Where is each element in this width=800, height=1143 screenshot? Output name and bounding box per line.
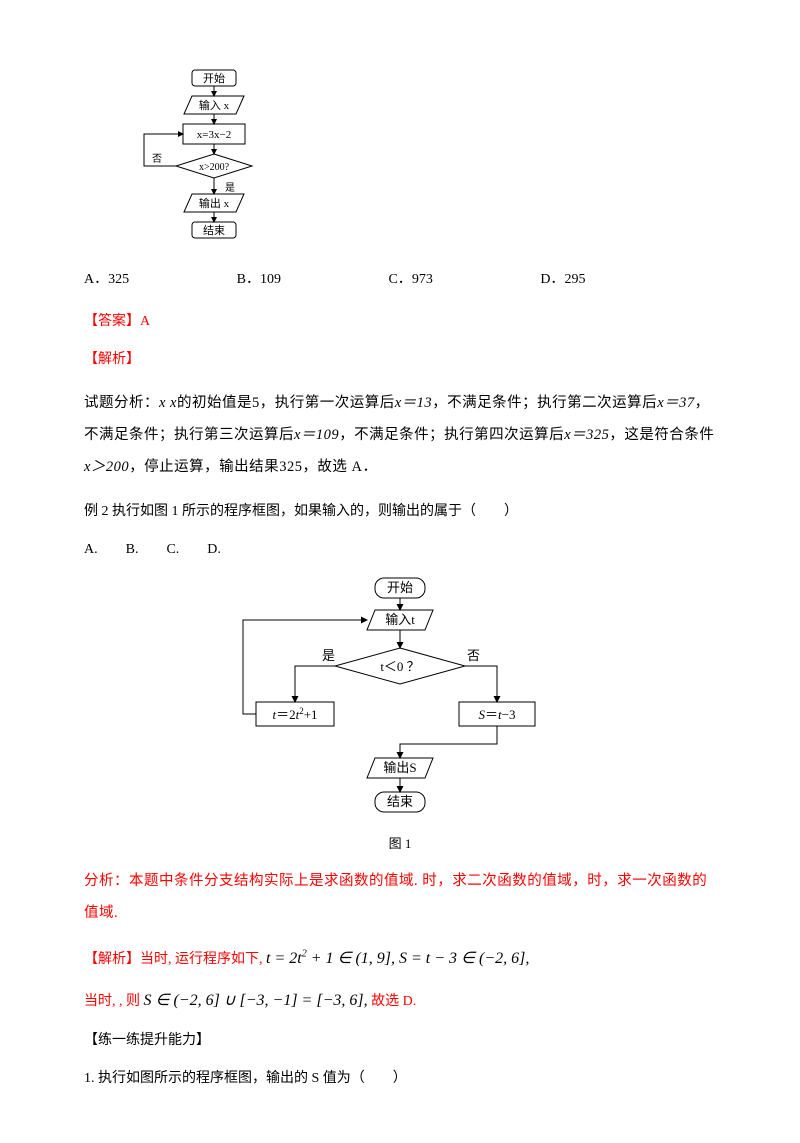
fc2-left-label: t＝2t2+1 bbox=[272, 706, 317, 722]
analysis1-body: 试题分析：x x的初始值是5，执行第一次运算后x＝13，不满足条件；执行第二次运… bbox=[84, 388, 716, 484]
flowchart-2: 开始 输入t t＜0 ？ 是 否 t＝2t2+1 S＝t−3 bbox=[84, 574, 716, 852]
fc2-decision-label: t＜0 ？ bbox=[380, 659, 419, 674]
analysis2-line3: 当时, , 则 S ∈ (−2, 6] ∪ [−3, −1] = [−3, 6]… bbox=[84, 985, 716, 1017]
example1-options: A．325 B．109 C．973 D．295 bbox=[84, 268, 716, 288]
fc1-output-label: 输出 x bbox=[199, 196, 230, 210]
fc2-end-label: 结束 bbox=[387, 794, 413, 809]
fc1-process-label: x=3x−2 bbox=[197, 129, 231, 141]
fc1-no-label: 否 bbox=[152, 153, 162, 165]
fc2-no-label: 否 bbox=[467, 648, 480, 663]
fc1-input-label: 输入 x bbox=[199, 98, 230, 112]
fc1-start-label: 开始 bbox=[203, 71, 225, 85]
option-c: C．973 bbox=[388, 272, 484, 287]
fc1-yes-label: 是 bbox=[225, 182, 235, 194]
analysis1-label: 【解析】 bbox=[84, 346, 716, 374]
option-b: B．109 bbox=[237, 272, 333, 287]
option-d: D．295 bbox=[540, 272, 637, 287]
fc1-end-label: 结束 bbox=[203, 224, 225, 237]
figure1-label: 图 1 bbox=[84, 833, 716, 852]
example2-options: A. B. C. D. bbox=[84, 536, 716, 564]
fc2-output-label: 输出S bbox=[383, 760, 416, 775]
fc2-right-label: S＝t−3 bbox=[479, 707, 516, 722]
option-a: A．325 bbox=[84, 272, 181, 287]
analysis2-line1: 分析：本题中条件分支结构实际上是求函数的值域. 时，求二次函数的值域，时，求一次… bbox=[84, 866, 716, 930]
analysis2-line2: 【解析】当时, 运行程序如下, t = 2t2 + 1 ∈ (1, 9], S … bbox=[84, 943, 716, 975]
practice-heading: 【练一练提升能力】 bbox=[84, 1027, 716, 1055]
flowchart-1: 开始 输入 x x=3x−2 x>200? 是 否 输出 x 结 bbox=[104, 68, 716, 258]
practice-q1: 1. 执行如图所示的程序框图，输出的 S 值为（ ） bbox=[84, 1065, 716, 1093]
fc2-input-label: 输入t bbox=[385, 612, 415, 627]
example2-text: 例 2 执行如图 1 所示的程序框图，如果输入的，则输出的属于（ ） bbox=[84, 498, 716, 526]
fc2-start-label: 开始 bbox=[387, 580, 413, 595]
fc1-decision-label: x>200? bbox=[199, 162, 230, 173]
fc2-yes-label: 是 bbox=[322, 648, 335, 663]
answer1-label: 【答案】A bbox=[84, 308, 716, 336]
